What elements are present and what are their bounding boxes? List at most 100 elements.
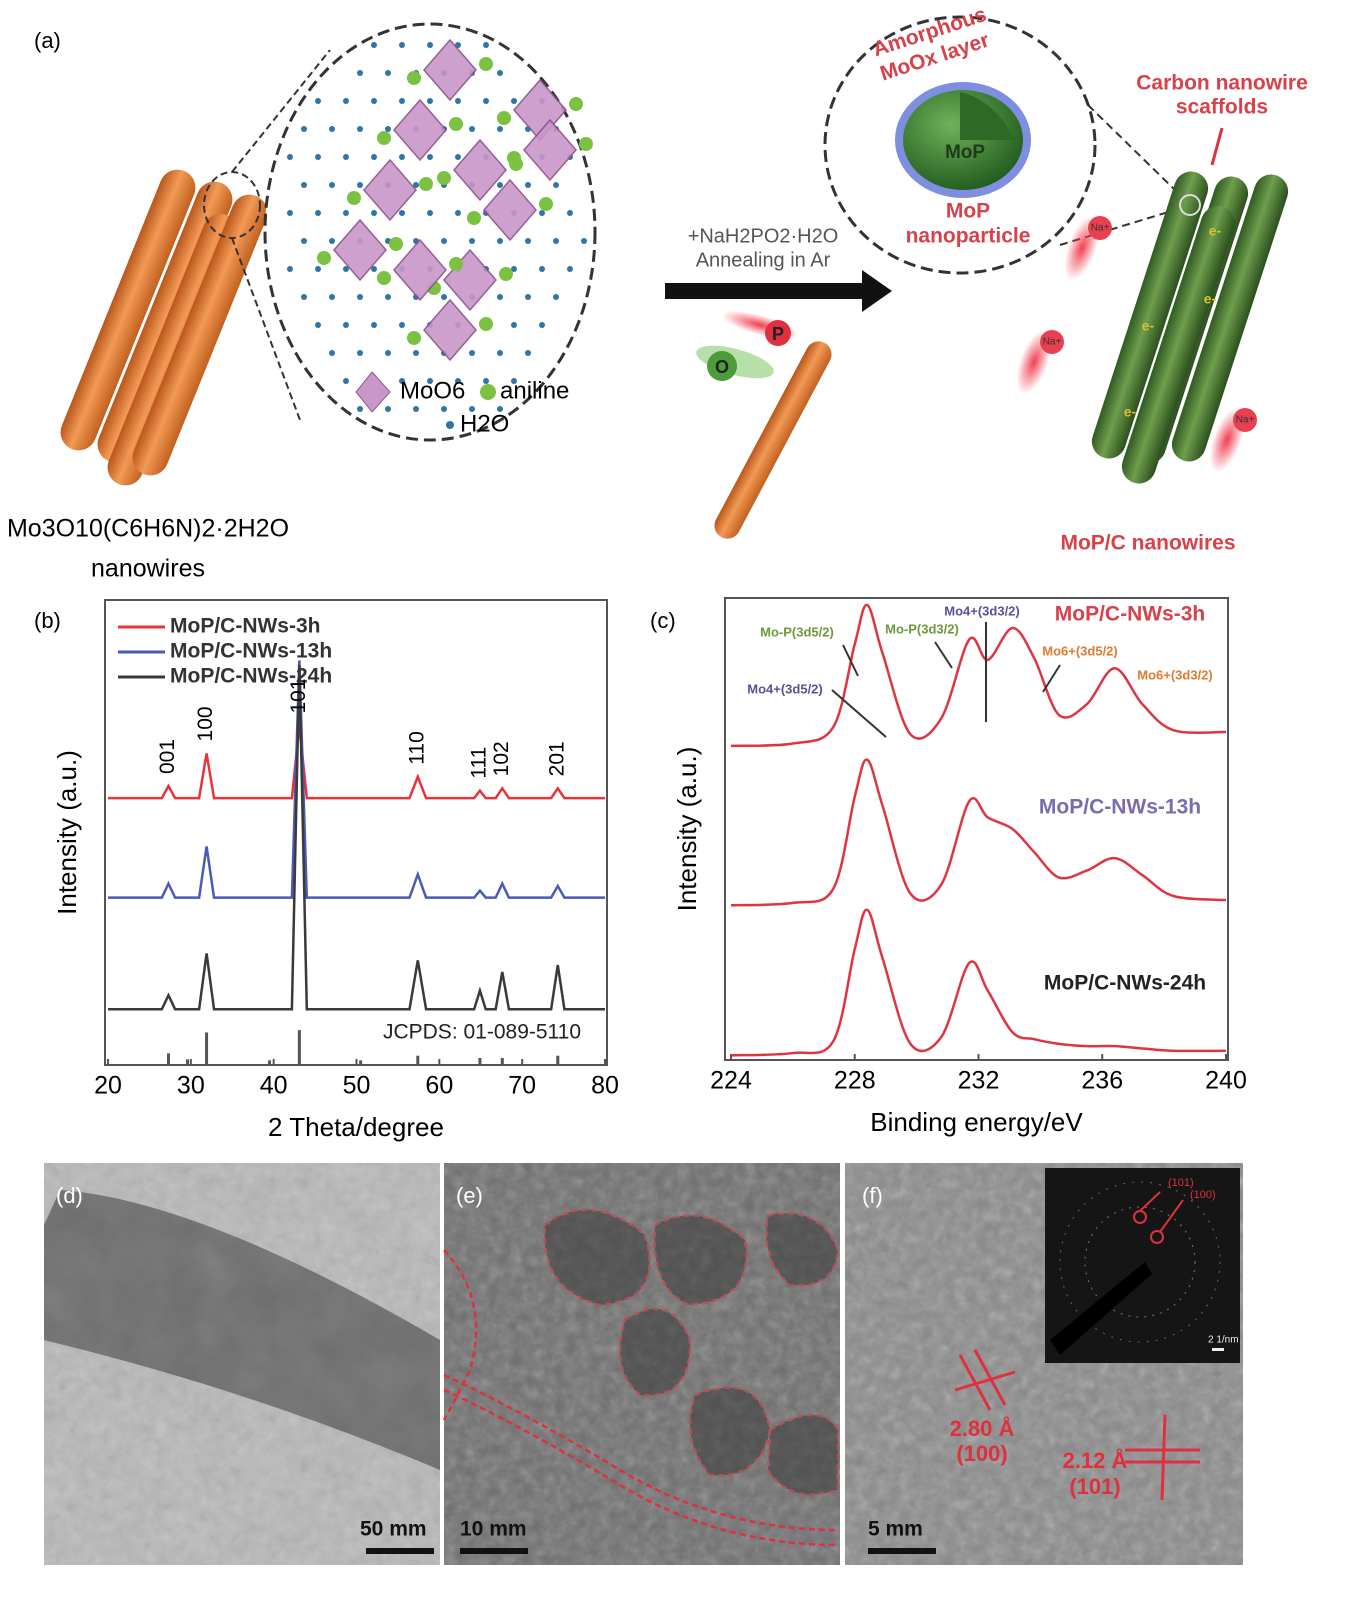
water-dot [441,294,447,300]
component-label: Mo4+(3d3/2) [944,603,1020,618]
water-dot [539,322,545,328]
fringe-line [973,1349,1007,1406]
spot-arrow [1139,1191,1161,1212]
series-line [730,908,1227,1057]
scale-bar [366,1548,434,1554]
y-axis-label: Intensity (a.u.) [672,747,702,912]
water-dot [511,322,517,328]
series-label: MoP/C-NWs-13h [1039,796,1201,819]
inset-scale-bar [1212,1348,1224,1351]
x-tick-label: 236 [1081,1067,1123,1095]
water-dot [455,378,461,384]
x-tick-label: 20 [94,1072,122,1100]
aniline [497,111,511,125]
mo-octahedron [483,178,537,242]
series-line [730,603,1227,748]
rod [60,169,196,451]
particle-outlines [543,1208,840,1496]
zoom-line [231,49,331,173]
water-dot [315,154,321,160]
carbon-rod [1171,174,1289,462]
na-ion [1233,408,1257,432]
water-dot [343,154,349,160]
mo-octahedron [393,238,447,302]
component-label: Mo6+(3d5/2) [1042,643,1118,658]
y-axis-label: Intensity (a.u.) [52,750,82,915]
legend-label: MoP/C-NWs-24h [170,665,332,688]
diffraction-ring [1059,1181,1221,1343]
carbon-rod [1091,171,1209,459]
atom-label: O [715,357,729,377]
series-label: MoP/C-NWs-3h [1055,603,1206,626]
mo-octahedron [423,298,477,362]
water-dot [329,126,335,132]
water-dot [497,238,503,244]
legend-label: MoP/C-NWs-3h [170,615,321,638]
series-label: MoP/C-NWs-24h [1044,972,1206,995]
inset-label: (101) [1168,1177,1194,1189]
particle-outline [688,1386,772,1477]
panel-label: (a) [34,28,61,53]
aniline [579,137,593,151]
water-dot [455,154,461,160]
rod [714,341,832,539]
mo-octahedron [333,218,387,282]
aniline [569,97,583,111]
water-dot [301,126,307,132]
plot-frame [724,597,1229,1061]
water-dot [343,98,349,104]
peak-label: 201 [545,741,568,776]
atom-label: P [772,324,784,344]
ions: Na+ Na+ Na+ e-e-e-e- [1016,215,1257,473]
water-dot [357,182,363,188]
scale-label: 50 mm [360,1518,427,1541]
reaction-text: +NaH2PO2·H2O [688,225,839,247]
water-dot [357,350,363,356]
beam-stop [1050,1262,1152,1355]
particle-outline [765,1211,840,1287]
peak-label: 001 [156,739,179,774]
water-dot [301,182,307,188]
aniline [389,237,403,251]
aniline [317,251,331,265]
x-tick-label: 60 [425,1072,453,1100]
mo-octahedron [523,118,577,182]
ion-label: Na+ [1043,337,1062,348]
water-dot [385,294,391,300]
water-dot [469,238,475,244]
particle-outline [543,1208,651,1307]
water-dot [385,406,391,412]
component-label: Mo6+(3d3/2) [1137,667,1213,682]
series-line [108,665,605,1011]
water-dot [329,294,335,300]
series-line [730,758,1227,907]
series-line [108,725,605,800]
water-dot [483,98,489,104]
water-dot [511,378,517,384]
precursor-formula: Mo3O10(C6H6N)2·2H2O [7,515,289,543]
fringe-arrow [1160,1414,1167,1501]
water-dot [385,70,391,76]
reaction-arrow [665,270,892,312]
scale-bar [868,1548,936,1554]
x-axis-label: Binding energy/eV [870,1107,1083,1137]
na-ion [1088,216,1112,240]
ion-label: Na+ [1091,223,1110,234]
water-dot [427,42,433,48]
panel-label: (d) [56,1183,83,1208]
na-ion [1040,330,1064,354]
water-dot [413,406,419,412]
water-dot [469,406,475,412]
water-dot [371,266,377,272]
water-dot [483,42,489,48]
water-dot [469,126,475,132]
water-dot [357,406,363,412]
component-arrow [1042,664,1061,693]
x-tick-label: 240 [1205,1067,1247,1095]
peak-label: 102 [490,741,513,776]
water-dot [399,154,405,160]
wire-edge [442,1249,478,1421]
p-atom [765,320,791,346]
